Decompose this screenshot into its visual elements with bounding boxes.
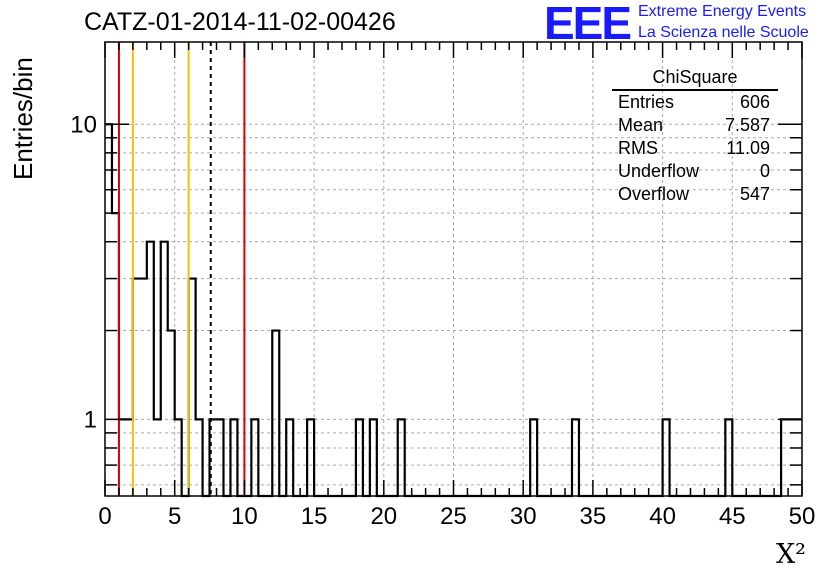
x-tick-label: 20 [370, 503, 397, 530]
stats-row-underflow: Underflow 0 [612, 160, 778, 183]
y-tick-label: 10 [70, 111, 97, 138]
x-tick-label: 10 [231, 503, 258, 530]
chart-title: CATZ-01-2014-11-02-00426 [84, 8, 396, 36]
stats-key: Entries [618, 92, 675, 112]
logo-line-2: La Scienza nelle Scuole [638, 24, 809, 41]
stats-row-mean: Mean 7.587 [612, 114, 778, 137]
stats-row-rms: RMS 11.09 [612, 137, 778, 160]
histogram-bin [140, 279, 147, 496]
x-tick-label: 25 [440, 503, 467, 530]
stats-row-entries: Entries 606 [612, 91, 778, 114]
stats-value: 606 [739, 92, 770, 112]
y-tick-label: 1 [84, 406, 97, 433]
stats-key: Underflow [618, 161, 700, 181]
stats-box-title: ChiSquare [612, 67, 778, 91]
stats-key: RMS [618, 138, 658, 158]
x-tick-label: 15 [301, 503, 328, 530]
logo-line-1: Extreme Energy Events [638, 3, 807, 20]
x-tick-label: 30 [510, 503, 537, 530]
x-tick-label: 0 [98, 503, 111, 530]
stats-value: 547 [739, 184, 770, 204]
stats-value: 11.09 [726, 138, 770, 158]
stats-box: ChiSquare Entries 606 Mean 7.587 RMS 11.09 … [612, 67, 778, 206]
eee-logo: EEE [544, 0, 632, 49]
stats-row-overflow: Overflow 547 [612, 183, 778, 206]
x-tick-label: 50 [789, 503, 816, 530]
stats-key: Overflow [618, 184, 690, 204]
x-tick-label: 35 [580, 503, 607, 530]
x-tick-label: 45 [719, 503, 746, 530]
stats-value: 7.587 [724, 115, 770, 135]
x-tick-label: 5 [168, 503, 181, 530]
x-tick-label: 40 [649, 503, 676, 530]
x-axis-label: X² [775, 539, 806, 570]
stats-value: 0 [759, 161, 770, 181]
stats-key: Mean [618, 115, 664, 135]
